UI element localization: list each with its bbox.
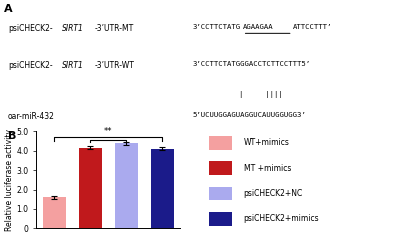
Bar: [209, 187, 233, 200]
Bar: [115, 143, 138, 228]
Text: -3’UTR-WT: -3’UTR-WT: [94, 61, 134, 70]
Text: |     ||||: | ||||: [239, 91, 282, 98]
Text: psiCHECK2-: psiCHECK2-: [8, 25, 53, 34]
Text: AGAAGAA: AGAAGAA: [243, 25, 273, 30]
Text: psiCHECK2+mimics: psiCHECK2+mimics: [243, 214, 319, 223]
Text: ATTCCTTT’: ATTCCTTT’: [293, 25, 332, 30]
Text: WT+mimics: WT+mimics: [243, 138, 290, 148]
Text: 5’UCUUGGAGUAGGUCAUUGGUGG3’: 5’UCUUGGAGUAGGUCAUUGGUGG3’: [192, 112, 306, 118]
Bar: [209, 136, 233, 150]
Text: A: A: [4, 4, 13, 14]
Text: -3’UTR-MT: -3’UTR-MT: [94, 25, 134, 34]
Text: B: B: [8, 131, 16, 141]
Text: 3’CCTTCTATG: 3’CCTTCTATG: [192, 25, 241, 30]
Bar: [43, 197, 66, 228]
Text: oar-miR-432: oar-miR-432: [8, 112, 55, 121]
Text: SIRT1: SIRT1: [62, 61, 84, 70]
Text: MT +mimics: MT +mimics: [243, 164, 291, 173]
Text: psiCHECK2-: psiCHECK2-: [8, 61, 53, 70]
Y-axis label: Relative luciferase activity: Relative luciferase activity: [4, 129, 14, 231]
Text: psiCHECK2+NC: psiCHECK2+NC: [243, 189, 303, 198]
Bar: [209, 161, 233, 175]
Text: SIRT1: SIRT1: [62, 25, 84, 34]
Bar: [209, 212, 233, 226]
Bar: [79, 148, 102, 228]
Bar: [150, 149, 174, 228]
Text: **: **: [104, 127, 113, 136]
Text: 3’CCTTCTATGGGACCTCTTCCTTT5’: 3’CCTTCTATGGGACCTCTTCCTTT5’: [192, 61, 311, 67]
